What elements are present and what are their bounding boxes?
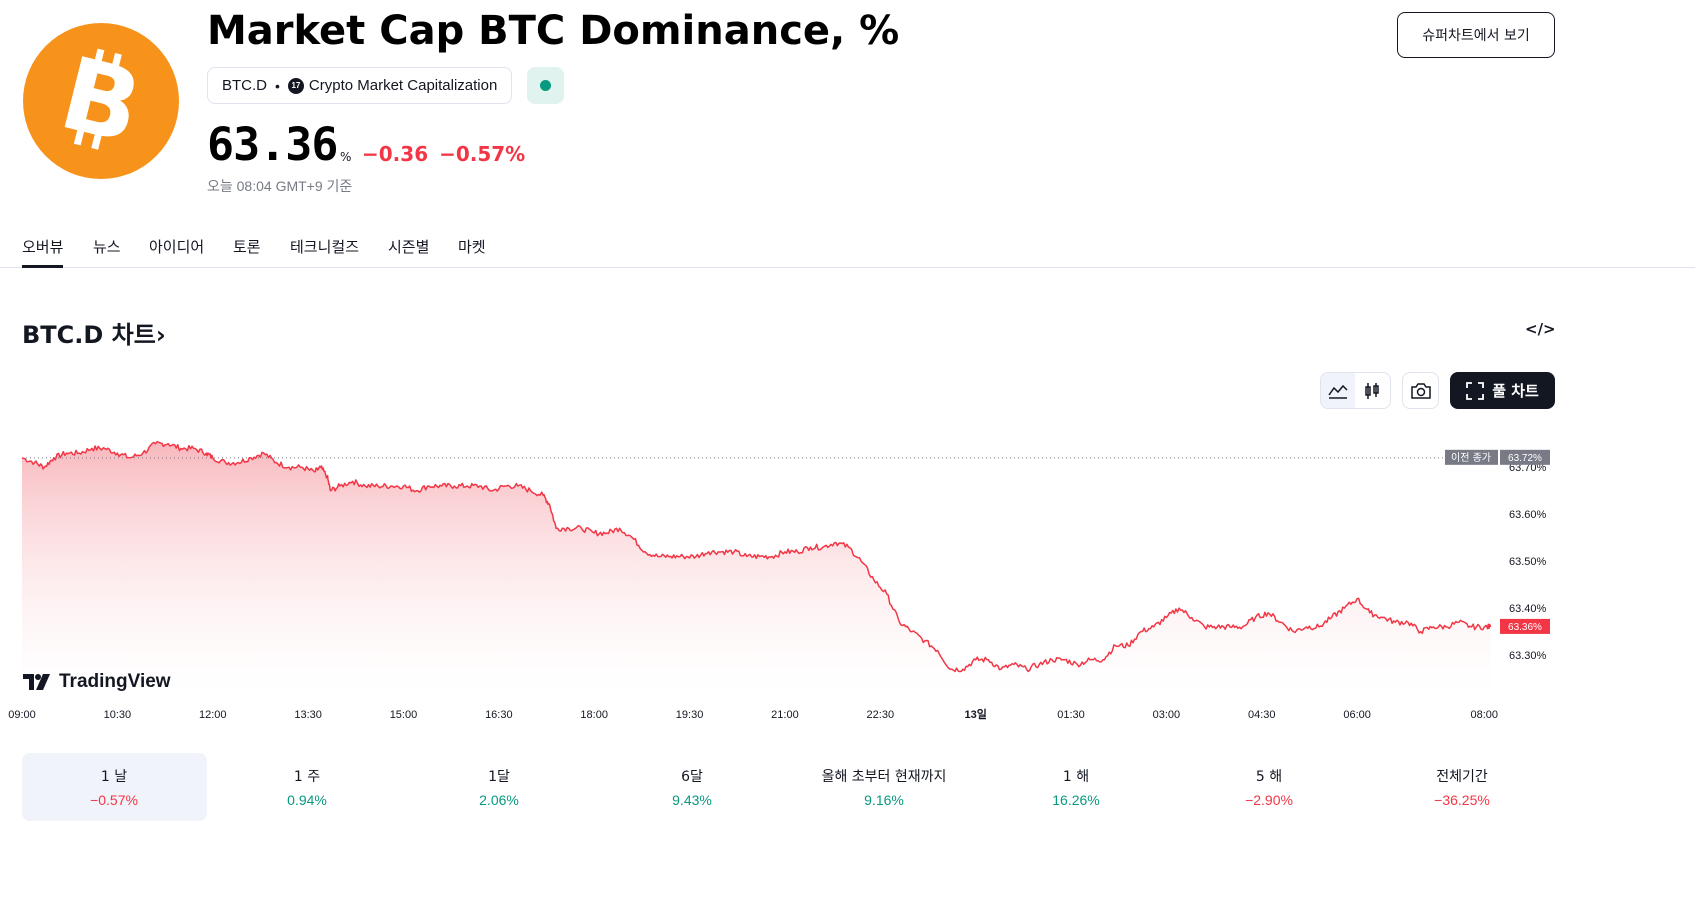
x-tick-label: 09:00 bbox=[8, 709, 36, 721]
x-tick-label: 21:00 bbox=[771, 709, 799, 721]
candlestick-icon bbox=[1365, 382, 1379, 399]
period-change-value: −36.25% bbox=[1434, 792, 1490, 808]
market-status-badge[interactable] bbox=[527, 67, 564, 104]
y-tick-label: 63.40% bbox=[1509, 603, 1547, 615]
period-change-value: 2.06% bbox=[479, 792, 519, 808]
prev-close-label-bg bbox=[1445, 449, 1498, 465]
x-tick-label: 16:30 bbox=[485, 709, 513, 721]
current-price: 63.36 bbox=[207, 118, 338, 171]
period-label: 1 주 bbox=[293, 769, 321, 785]
open-supercharts-button[interactable]: 슈퍼차트에서 보기 bbox=[1397, 12, 1555, 58]
tradingview-wordmark: TradingView bbox=[59, 671, 171, 692]
chevron-right-icon: › bbox=[155, 321, 166, 349]
prev-close-label: 이전 종가 bbox=[1451, 452, 1491, 464]
x-tick-label: 13:30 bbox=[294, 709, 322, 721]
price-change-abs: −0.36 bbox=[362, 142, 429, 166]
period-5[interactable]: 1 해 16.26% bbox=[984, 753, 1169, 821]
x-tick-label: 22:30 bbox=[867, 709, 895, 721]
chart-style-toggle bbox=[1320, 372, 1391, 409]
x-tick-label: 15:00 bbox=[390, 709, 418, 721]
symbol-ticker: BTC.D bbox=[222, 77, 267, 94]
last-value-label: 63.36% bbox=[1508, 622, 1542, 633]
period-label: 5 해 bbox=[1255, 769, 1283, 785]
tab-markets[interactable]: 마켓 bbox=[458, 238, 486, 256]
code-embed-icon[interactable]: </> bbox=[1525, 320, 1556, 338]
as-of-timestamp: 오늘 08:04 GMT+9 기준 bbox=[207, 178, 353, 194]
period-2[interactable]: 1달 2.06% bbox=[407, 753, 592, 821]
period-change-value: 9.43% bbox=[672, 792, 712, 808]
area-fill bbox=[22, 441, 1491, 695]
x-tick-label: 13일 bbox=[964, 707, 986, 721]
tradingview-icon: 17 bbox=[287, 77, 304, 94]
page-title: Market Cap BTC Dominance, % bbox=[207, 8, 900, 54]
tab-discussion[interactable]: 토론 bbox=[233, 238, 261, 256]
price-change-pct: −0.57% bbox=[439, 142, 526, 166]
period-change-value: −0.57% bbox=[90, 792, 138, 808]
period-7[interactable]: 전체기간 −36.25% bbox=[1370, 753, 1555, 821]
period-label: 1 날 bbox=[100, 769, 128, 785]
market-open-dot-icon bbox=[540, 80, 551, 91]
candlestick-button[interactable] bbox=[1355, 373, 1389, 408]
tradingview-watermark[interactable]: TradingView bbox=[23, 671, 171, 693]
full-chart-button[interactable]: 풀 차트 bbox=[1450, 372, 1555, 409]
x-tick-label: 12:00 bbox=[199, 709, 227, 721]
price-chart[interactable]: 63.70% 63.60% 63.50% 63.40% 63.30% 09:00 10:30… bbox=[0, 420, 1580, 730]
chart-heading-text: BTC.D 차트 bbox=[22, 321, 156, 349]
bitcoin-logo-icon: B bbox=[23, 23, 179, 179]
exchange-name: Crypto Market Capitalization bbox=[308, 77, 498, 94]
x-tick-label: 18:00 bbox=[580, 709, 608, 721]
bitcoin-icon: B bbox=[50, 35, 152, 167]
y-tick-label: 63.70% bbox=[1509, 462, 1547, 474]
period-change-value: 0.94% bbox=[287, 792, 327, 808]
period-change-value: 16.26% bbox=[1052, 792, 1100, 808]
x-tick-label: 03:00 bbox=[1153, 709, 1181, 721]
prev-close-value: 63.72% bbox=[1508, 453, 1542, 464]
symbol-badge[interactable]: BTC.D • 17 Crypto Market Capitalization bbox=[207, 67, 513, 104]
x-tick-label: 01:30 bbox=[1057, 709, 1085, 721]
prev-close-value-bg bbox=[1500, 449, 1550, 465]
x-tick-label: 08:00 bbox=[1471, 709, 1499, 721]
tab-technicals[interactable]: 테크니컬즈 bbox=[290, 238, 360, 256]
y-tick-label: 63.50% bbox=[1509, 556, 1547, 568]
price-series-line bbox=[21, 440, 1492, 673]
period-label: 1 해 bbox=[1062, 769, 1090, 785]
tab-bar: 오버뷰 뉴스 아이디어 토론 테크니컬즈 시즌별 마켓 bbox=[0, 230, 1695, 268]
x-tick-label: 19:30 bbox=[676, 709, 704, 721]
snapshot-button[interactable] bbox=[1402, 372, 1439, 409]
period-1[interactable]: 1 주 0.94% bbox=[215, 753, 400, 821]
last-value-label-bg bbox=[1500, 618, 1550, 634]
tab-seasonals[interactable]: 시즌별 bbox=[388, 238, 430, 256]
x-tick-label: 10:30 bbox=[104, 709, 132, 721]
period-change-value: 9.16% bbox=[864, 792, 904, 808]
period-4[interactable]: 올해 초부터 현재까지 9.16% bbox=[792, 753, 977, 821]
tab-ideas[interactable]: 아이디어 bbox=[149, 238, 205, 256]
fullscreen-icon bbox=[1466, 381, 1485, 400]
y-tick-label: 63.30% bbox=[1509, 650, 1547, 662]
area-chart-button[interactable] bbox=[1321, 373, 1355, 408]
y-tick-label: 63.60% bbox=[1509, 509, 1547, 521]
price-unit: % bbox=[340, 150, 352, 164]
period-label: 1달 bbox=[488, 769, 510, 785]
x-tick-label: 04:30 bbox=[1248, 709, 1276, 721]
price-change: −0.36 −0.57% bbox=[362, 142, 525, 166]
period-label: 올해 초부터 현재까지 bbox=[821, 769, 947, 785]
x-tick-label: 06:00 bbox=[1343, 709, 1371, 721]
period-change-value: −2.90% bbox=[1245, 792, 1293, 808]
chart-heading-link[interactable]: BTC.D 차트› bbox=[22, 315, 166, 350]
tab-news[interactable]: 뉴스 bbox=[93, 238, 121, 256]
full-chart-label: 풀 차트 bbox=[1492, 382, 1539, 400]
tradingview-logo-icon bbox=[23, 674, 50, 690]
period-3[interactable]: 6달 9.43% bbox=[600, 753, 785, 821]
period-performance-bar: 1 날 −0.57% 1 주 0.94% 1달 2.06% 6달 9.43% 올해 초부터 현재… bbox=[21, 753, 1555, 821]
area-chart-icon bbox=[1328, 384, 1348, 399]
period-0[interactable]: 1 날 −0.57% bbox=[21, 753, 207, 821]
camera-icon bbox=[1410, 382, 1431, 399]
tab-overview[interactable]: 오버뷰 bbox=[22, 236, 64, 268]
period-label: 6달 bbox=[681, 769, 703, 785]
period-label: 전체기간 bbox=[1436, 769, 1488, 785]
separator-dot: • bbox=[275, 77, 280, 94]
period-6[interactable]: 5 해 −2.90% bbox=[1177, 753, 1362, 821]
